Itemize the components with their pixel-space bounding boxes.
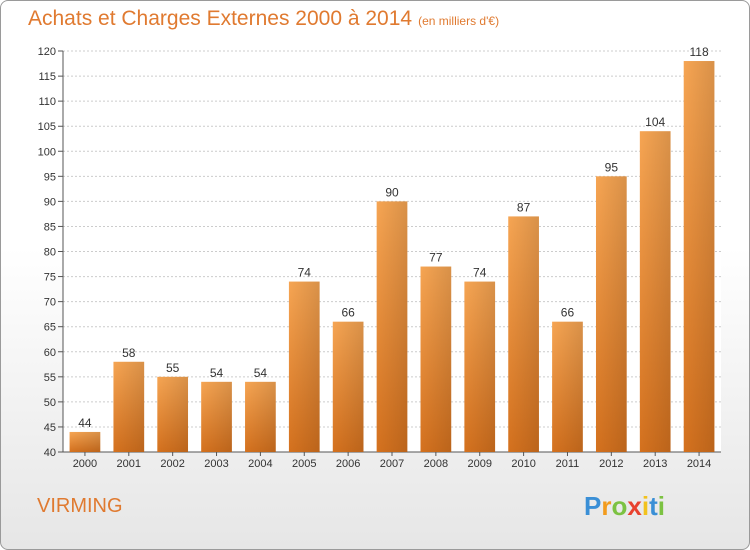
y-tick-label: 110 xyxy=(38,96,56,108)
x-tick-label-2008: 2008 xyxy=(424,458,448,470)
value-label-2008: 77 xyxy=(429,251,443,265)
place-name: VIRMING xyxy=(37,495,123,517)
x-tick-label-2007: 2007 xyxy=(380,458,404,470)
y-tick-label: 70 xyxy=(44,297,56,309)
x-tick-label-2003: 2003 xyxy=(204,458,228,470)
x-tick-label-2011: 2011 xyxy=(556,458,580,470)
x-tick-label-2002: 2002 xyxy=(160,458,184,470)
y-tick-label: 90 xyxy=(44,196,56,208)
bar-shade-2002 xyxy=(157,376,189,452)
logo-letter: i xyxy=(657,491,665,521)
bar-shade-2001 xyxy=(113,361,145,452)
value-label-2007: 90 xyxy=(385,185,399,199)
x-tick-label-2010: 2010 xyxy=(511,458,535,470)
value-label-2012: 95 xyxy=(605,160,619,174)
bar-shade-2010 xyxy=(508,216,539,452)
logo-letter: r xyxy=(601,491,612,521)
y-tick-label: 65 xyxy=(44,322,56,334)
value-label-2002: 55 xyxy=(166,361,180,375)
x-tick-label-2009: 2009 xyxy=(467,458,491,470)
x-tick-label-2006: 2006 xyxy=(336,458,360,470)
value-label-2000: 44 xyxy=(78,416,92,430)
x-tick-label-2004: 2004 xyxy=(248,458,272,470)
value-label-2006: 66 xyxy=(341,306,355,320)
logo-letter: x xyxy=(627,491,642,521)
y-tick-label: 40 xyxy=(44,447,56,459)
y-tick-label: 95 xyxy=(44,171,56,183)
x-tick-label-2012: 2012 xyxy=(599,458,623,470)
x-tick-label-2001: 2001 xyxy=(117,458,141,470)
y-tick-label: 85 xyxy=(44,221,56,233)
value-label-2005: 74 xyxy=(298,266,312,280)
bar-shade-2011 xyxy=(552,321,583,452)
logo-letter: i xyxy=(641,491,650,521)
bar-shade-2009 xyxy=(464,281,496,452)
y-tick-label: 55 xyxy=(44,372,56,384)
bar-shade-2006 xyxy=(332,321,364,452)
bar-shade-2007 xyxy=(376,201,408,452)
y-tick-label: 115 xyxy=(38,71,56,83)
bar-shade-2000 xyxy=(69,431,101,452)
logo-letter: P xyxy=(584,491,602,521)
y-tick-label: 45 xyxy=(44,422,56,434)
value-label-2013: 104 xyxy=(645,115,665,129)
value-label-2014: 118 xyxy=(689,45,708,59)
bar-shade-2013 xyxy=(639,131,671,452)
x-tick-label-2014: 2014 xyxy=(687,458,711,470)
logo-letter: t xyxy=(649,491,658,521)
x-tick-label-2013: 2013 xyxy=(643,458,667,470)
bar-shade-2014 xyxy=(683,61,715,453)
x-tick-label-2000: 2000 xyxy=(73,458,97,470)
y-tick-label: 60 xyxy=(44,347,56,359)
chart-title-text: Achats et Charges Externes 2000 à 2014 xyxy=(28,7,413,30)
proxiti-logo: Proxiti xyxy=(584,491,665,522)
bar-shade-2003 xyxy=(201,381,232,452)
y-tick-label: 50 xyxy=(44,397,56,409)
bar-shade-2008 xyxy=(420,266,452,452)
y-tick-label: 120 xyxy=(38,46,56,58)
value-label-2009: 74 xyxy=(473,266,487,280)
y-tick-label: 105 xyxy=(38,121,56,133)
value-label-2001: 58 xyxy=(122,346,136,360)
y-tick-label: 100 xyxy=(38,146,56,158)
bar-shade-2005 xyxy=(288,281,320,452)
y-tick-label: 80 xyxy=(44,247,56,259)
value-label-2010: 87 xyxy=(517,200,531,214)
value-label-2004: 54 xyxy=(254,366,268,380)
chart-unit: (en milliers d'€) xyxy=(418,14,500,28)
bar-shade-2004 xyxy=(245,381,276,452)
logo-letter: o xyxy=(611,491,628,521)
value-label-2003: 54 xyxy=(210,366,224,380)
value-label-2011: 66 xyxy=(561,306,575,320)
y-tick-label: 75 xyxy=(44,272,56,284)
bar-shade-2012 xyxy=(595,176,627,452)
x-tick-label-2005: 2005 xyxy=(292,458,316,470)
chart-title: Achats et Charges Externes 2000 à 2014 (e… xyxy=(28,7,499,31)
